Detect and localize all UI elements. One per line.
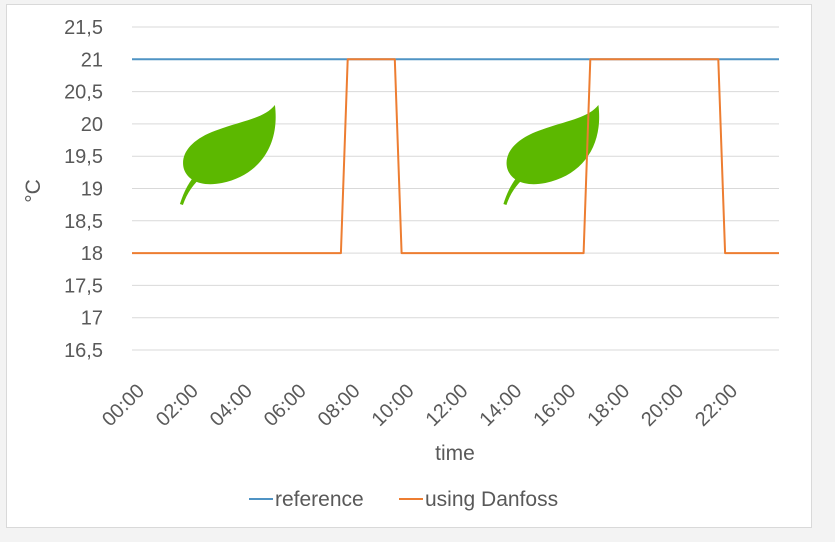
y-tick-label: 19,5 bbox=[64, 146, 103, 168]
gridlines bbox=[132, 26, 779, 351]
series-line-1 bbox=[132, 58, 779, 255]
legend: reference using Danfoss bbox=[249, 488, 558, 511]
x-tick-label: 04:00 bbox=[206, 380, 257, 431]
x-tick-label: 06:00 bbox=[260, 380, 311, 431]
x-tick-label: 08:00 bbox=[314, 380, 365, 431]
y-tick-label: 18,5 bbox=[64, 211, 103, 233]
y-tick-label: 21,5 bbox=[64, 17, 103, 39]
line-chart: 16,5 17 17,5 18 18,5 19 19,5 20 20,5 21 21,5 00:00… bbox=[22, 17, 779, 511]
x-tick-label: 22:00 bbox=[691, 380, 742, 431]
leaf-icons bbox=[179, 105, 600, 205]
y-tick-label: 17,5 bbox=[64, 275, 103, 297]
chart-area: 16,5 17 17,5 18 18,5 19 19,5 20 20,5 21 21,5 00:00… bbox=[6, 4, 812, 528]
y-tick-label: 20 bbox=[81, 114, 103, 136]
x-tick-label: 16:00 bbox=[529, 380, 580, 431]
leaf-icon bbox=[503, 105, 600, 205]
x-tick-label: 14:00 bbox=[475, 380, 526, 431]
legend-label: using Danfoss bbox=[425, 488, 558, 511]
y-tick-label: 20,5 bbox=[64, 82, 103, 104]
y-tick-label: 19 bbox=[81, 179, 103, 201]
y-tick-label: 16,5 bbox=[64, 340, 103, 362]
legend-label: reference bbox=[275, 488, 364, 511]
y-tick-label: 21 bbox=[81, 49, 103, 71]
leaf-icon bbox=[179, 105, 276, 205]
series-lines bbox=[132, 58, 779, 255]
x-tick-label: 18:00 bbox=[583, 380, 634, 431]
y-tick-label: 17 bbox=[81, 308, 103, 330]
y-tick-label: 18 bbox=[81, 243, 103, 265]
x-tick-label: 02:00 bbox=[152, 380, 203, 431]
y-axis-title: °C bbox=[22, 179, 45, 203]
x-tick-label: 00:00 bbox=[98, 380, 149, 431]
x-axis-ticks: 00:00 02:00 04:00 06:00 08:00 10:00 12:00 14:00… bbox=[98, 380, 742, 431]
x-axis-title: time bbox=[435, 442, 475, 465]
y-axis-ticks: 16,5 17 17,5 18 18,5 19 19,5 20 20,5 21 21,5 bbox=[64, 17, 103, 362]
x-tick-label: 10:00 bbox=[368, 380, 419, 431]
x-tick-label: 20:00 bbox=[637, 380, 688, 431]
x-tick-label: 12:00 bbox=[422, 380, 473, 431]
